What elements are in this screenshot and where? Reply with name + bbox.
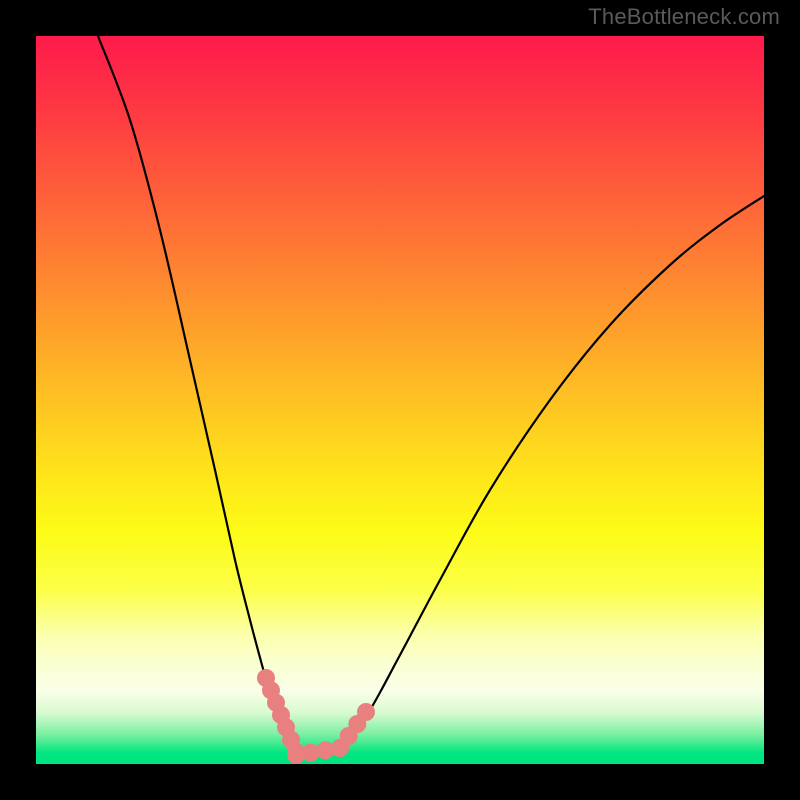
chart-container: TheBottleneck.com	[0, 0, 800, 800]
bottleneck-chart	[0, 0, 800, 800]
watermark-text: TheBottleneck.com	[588, 4, 780, 30]
optimal-dot	[357, 703, 375, 721]
